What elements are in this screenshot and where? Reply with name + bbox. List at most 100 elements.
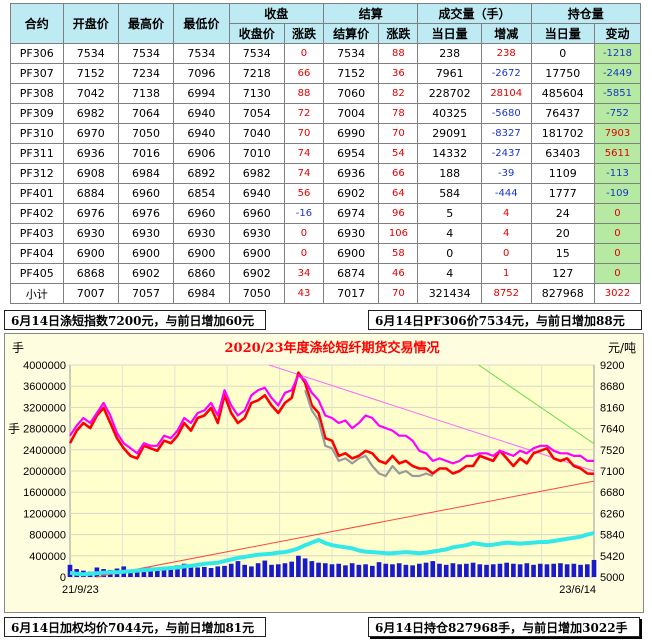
volume-bar xyxy=(470,562,476,577)
volume-bar xyxy=(302,558,308,577)
volume-bar xyxy=(168,566,174,577)
value-cell: 1109 xyxy=(530,163,595,184)
right-tick-label: 7520 xyxy=(600,445,624,457)
volume-bar xyxy=(269,564,274,577)
volume-bar xyxy=(578,564,583,577)
value-cell: 29091 xyxy=(417,123,482,144)
value-cell: 6994 xyxy=(173,83,230,104)
col-header-volume-change: 增减 xyxy=(480,23,532,44)
volume-bar xyxy=(282,563,288,577)
right-tick-label: 8160 xyxy=(600,402,624,414)
volume-bar xyxy=(67,564,73,577)
value-cell: 7534 xyxy=(62,43,119,64)
right-tick-label: 9200 xyxy=(600,360,624,372)
value-cell: -16 xyxy=(283,203,325,224)
volume-bar xyxy=(450,563,456,577)
table-row: PF306 7534 7534 7534 7534 0 7534 88 238 238 0 -1218 xyxy=(10,43,642,64)
col-header-open: 开盘价 xyxy=(62,3,119,44)
chart-area: 4000000 3600000 3200000 2800000 2400000 20000… xyxy=(4,333,644,613)
left-tick-label: 4000000 xyxy=(23,360,66,372)
trend-line xyxy=(96,480,595,578)
value-cell: 43 xyxy=(283,283,325,304)
volume-bar xyxy=(390,564,395,577)
value-cell: 6960 xyxy=(117,183,175,204)
right-tick-label: 7640 xyxy=(600,424,624,436)
value-cell: 88 xyxy=(283,83,325,104)
value-cell: 6940 xyxy=(173,103,230,124)
value-cell: 6982 xyxy=(228,163,285,184)
value-cell: 17750 xyxy=(530,63,595,84)
value-cell: 6970 xyxy=(62,123,119,144)
value-cell: 7040 xyxy=(228,123,285,144)
col-header-close-change: 涨跌 xyxy=(283,23,325,44)
value-cell: 7534 xyxy=(117,43,175,64)
value-cell: 72 xyxy=(283,103,325,124)
value-cell: 28104 xyxy=(480,83,532,104)
value-cell: 6982 xyxy=(62,103,119,124)
banner-weighted-avg: 6月14日加权均价7044元，与前日增加81元 xyxy=(4,617,266,637)
value-cell: 6900 xyxy=(323,243,380,264)
volume-bar xyxy=(175,565,180,577)
banner-pf306-price: 6月14日PF306价7534元，与前日增加88元 xyxy=(368,310,642,330)
contract-cell: PF312 xyxy=(10,163,64,184)
value-cell: 96 xyxy=(378,203,419,224)
value-cell: 6976 xyxy=(117,203,175,224)
value-cell: 7050 xyxy=(228,283,285,304)
right-tick-label: 8680 xyxy=(600,381,624,393)
x-start-label: 21/9/23 xyxy=(62,584,99,596)
volume-bar xyxy=(383,563,389,577)
value-cell: -2449 xyxy=(593,63,642,84)
volume-bar xyxy=(490,564,496,577)
col-header-oi-change: 变动 xyxy=(593,23,642,44)
table-row: PF310 6970 7050 6940 7040 70 6990 70 29091 -8327 1… xyxy=(10,123,642,144)
value-cell: 7007 xyxy=(62,283,119,304)
value-cell: 6930 xyxy=(117,223,175,244)
volume-bar xyxy=(396,563,402,577)
value-cell: 6868 xyxy=(62,263,119,284)
value-cell: 6990 xyxy=(323,123,380,144)
value-cell: 6984 xyxy=(117,163,175,184)
value-cell: 6902 xyxy=(117,263,175,284)
volume-bar xyxy=(343,565,348,577)
contract-cell: PF403 xyxy=(10,223,64,244)
value-cell: 7050 xyxy=(117,123,175,144)
left-tick-label: 3600000 xyxy=(23,381,66,393)
value-cell: 0 xyxy=(593,203,642,224)
volume-bar xyxy=(155,569,160,577)
volume-bar xyxy=(457,564,462,577)
volume-bar xyxy=(511,563,516,577)
header-row-1: 合约 开盘价 最高价 最低价 收盘 结算 成交量（手） 持仓量 xyxy=(10,3,642,44)
value-cell: 6974 xyxy=(323,203,380,224)
col-header-high: 最高价 xyxy=(117,3,175,44)
value-cell: 7234 xyxy=(117,63,175,84)
value-cell: 76437 xyxy=(530,103,595,124)
left-tick-label: 0 xyxy=(60,572,66,584)
volume-bar xyxy=(571,563,577,577)
series-line-1 xyxy=(69,374,594,465)
value-cell: 584 xyxy=(417,183,482,204)
value-cell: 88 xyxy=(378,43,419,64)
right-tick-label: 5000 xyxy=(600,572,624,584)
volume-bar xyxy=(369,565,375,577)
value-cell: 6930 xyxy=(323,223,380,244)
volume-bar xyxy=(309,561,315,577)
value-cell: 0 xyxy=(283,243,325,264)
value-cell: 6908 xyxy=(62,163,119,184)
group-header-open-interest: 持仓量 xyxy=(530,3,642,24)
volume-bar xyxy=(376,562,382,577)
volume-bar xyxy=(356,564,362,577)
left-tick-label: 1200000 xyxy=(23,508,66,520)
chart-title: 2020/23年度涤纶短纤期货交易情况 xyxy=(224,340,439,356)
value-cell: 7004 xyxy=(323,103,380,124)
value-cell: 6860 xyxy=(173,263,230,284)
volume-bar xyxy=(423,562,429,577)
left-tick-label: 3200000 xyxy=(23,402,66,414)
value-cell: 0 xyxy=(283,43,325,64)
left-tick-label: 2000000 xyxy=(23,466,66,478)
volume-bar xyxy=(544,564,550,577)
contract-cell: PF306 xyxy=(10,43,64,64)
value-cell: 5611 xyxy=(593,143,642,164)
volume-bar xyxy=(584,564,590,577)
table-body: PF306 7534 7534 7534 7534 0 7534 88 238 238 0 -1218… xyxy=(10,43,642,304)
contract-cell: PF401 xyxy=(10,183,64,204)
